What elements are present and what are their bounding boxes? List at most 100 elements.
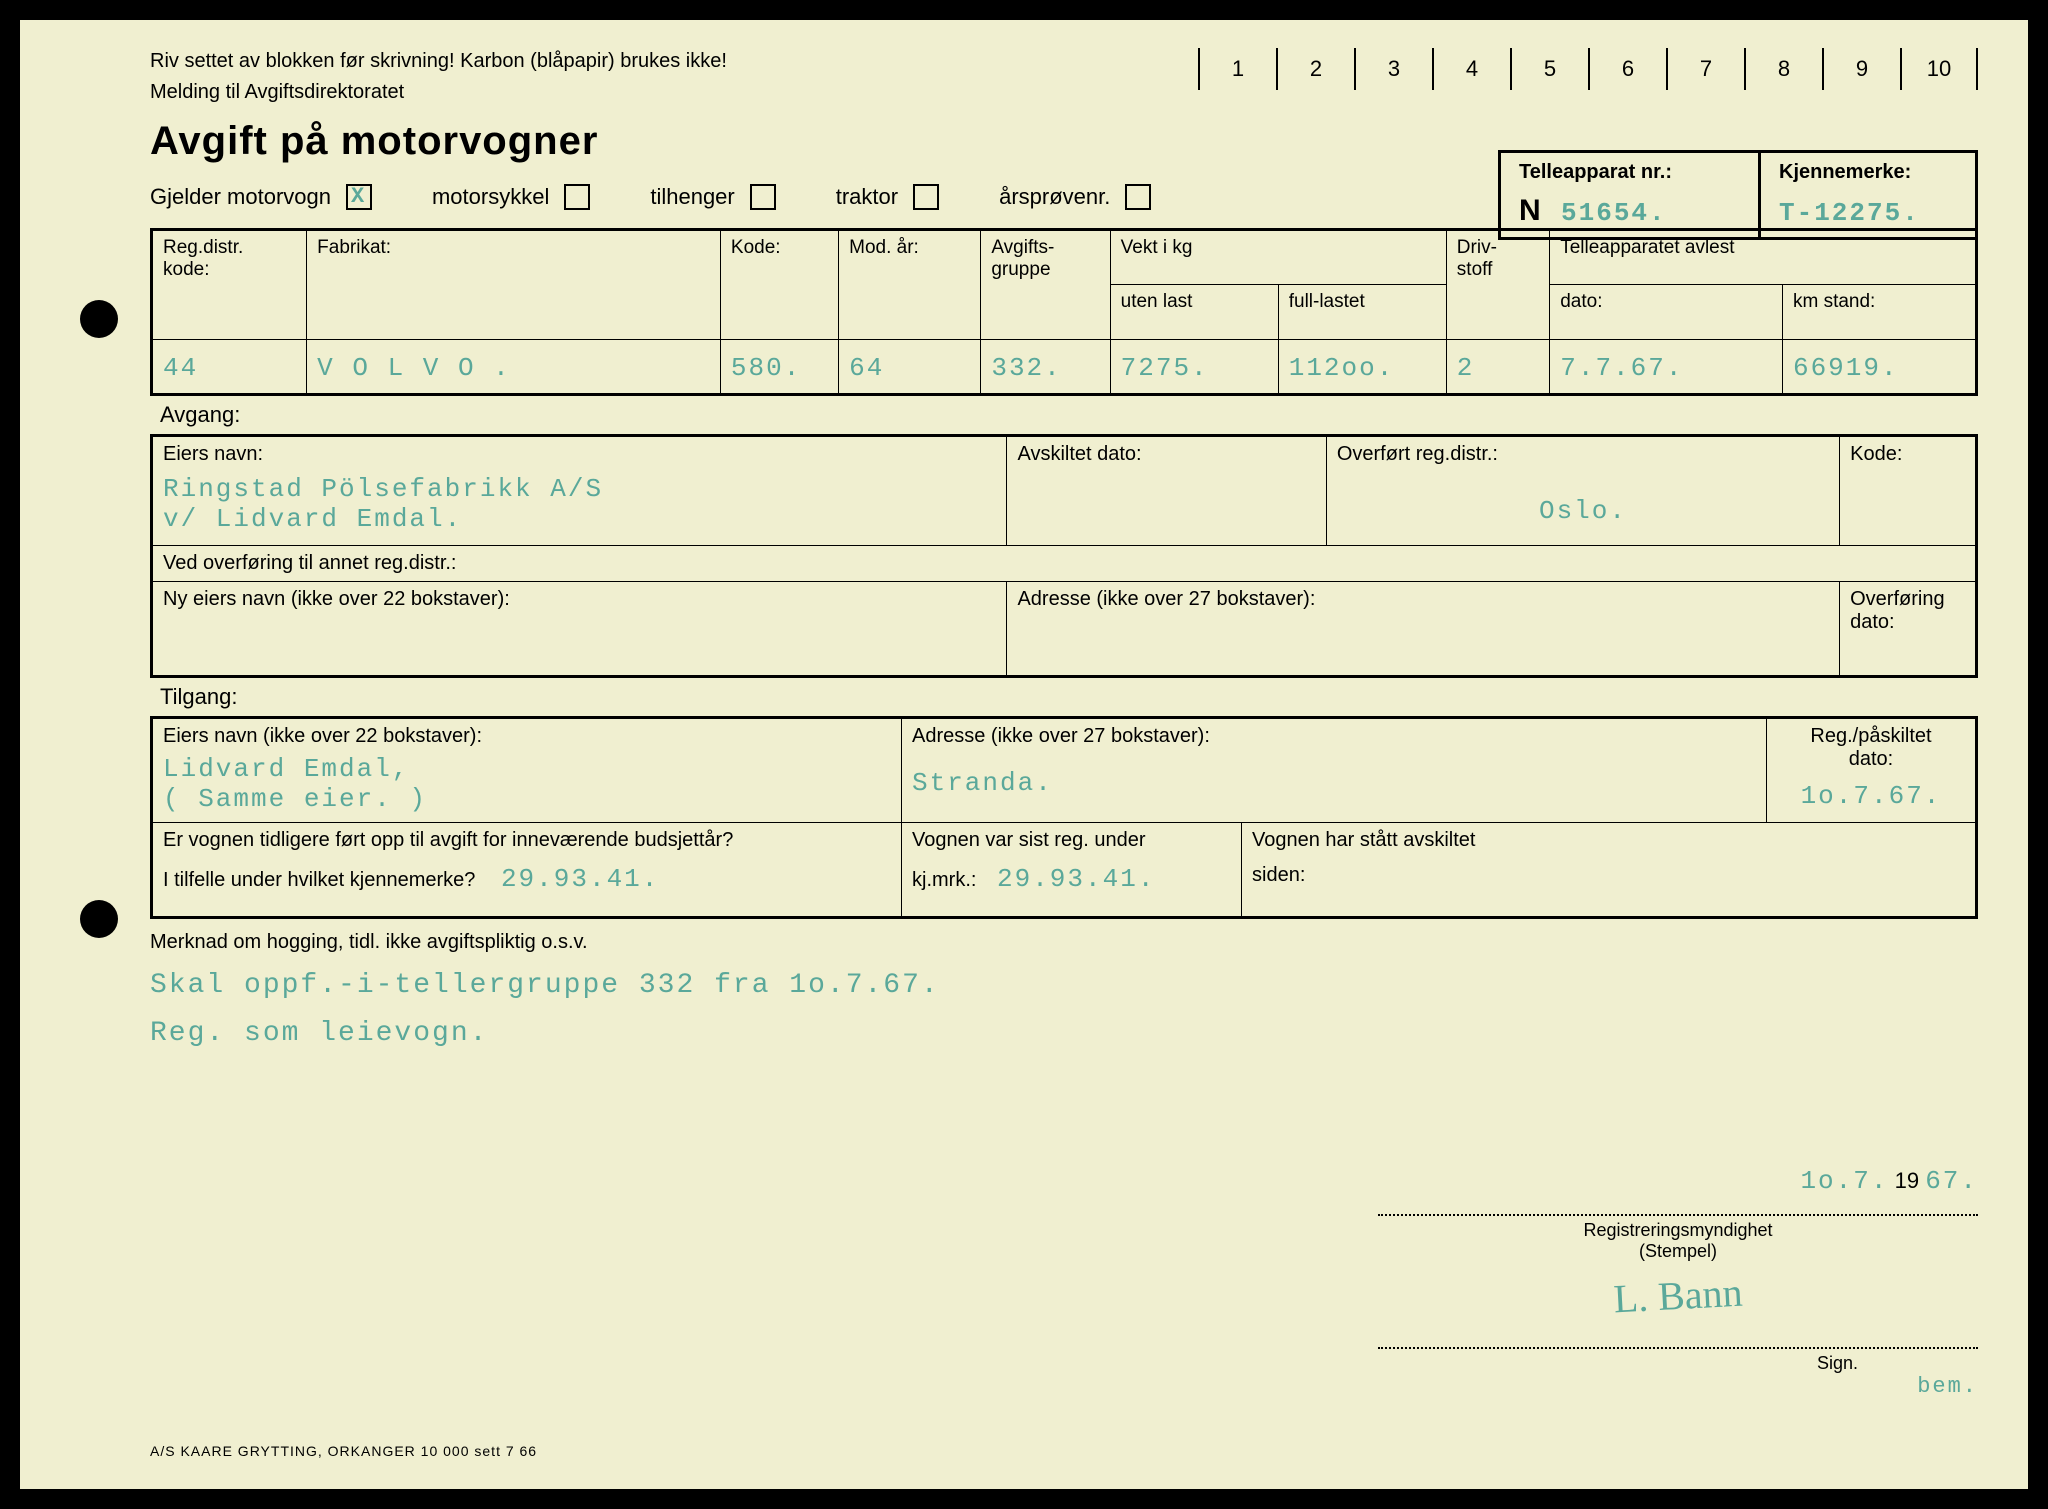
h-vekt-full: full-lastet xyxy=(1278,285,1446,340)
q2-value: 29.93.41. xyxy=(501,864,659,894)
arsprovenr-label: årsprøvenr. xyxy=(999,184,1110,210)
v-fabrikat: V O L V O . xyxy=(317,353,511,383)
tilgang-eiers-label: Eiers navn (ikke over 22 bokstaver): xyxy=(163,725,891,748)
avgang-table: Eiers navn: Ringstad Pölsefabrikk A/S v/… xyxy=(150,434,1978,678)
h-vekt-uten: uten last xyxy=(1110,285,1278,340)
ved-overforing-label: Ved overføring til annet reg.distr.: xyxy=(152,546,1977,582)
h-fabrikat: Fabrikat: xyxy=(307,230,721,340)
q4-cell: Vognen har stått avskiltet siden: xyxy=(1242,823,1977,918)
sign-label: Sign. xyxy=(1378,1353,1978,1374)
tilgang-adresse-label: Adresse (ikke over 27 bokstaver): xyxy=(912,725,1756,748)
num-box-6: 6 xyxy=(1588,48,1666,90)
avskiltet-label: Avskiltet dato: xyxy=(1017,443,1315,466)
v-kode: 580. xyxy=(731,353,801,383)
h-avgiftsgruppe: Avgifts-gruppe xyxy=(981,230,1110,340)
motorsykkel-label: motorsykkel xyxy=(432,184,549,210)
v-dato: 7.7.67. xyxy=(1560,353,1683,383)
stempel-label: (Stempel) xyxy=(1378,1241,1978,1262)
telleapparat-box: Telleapparat nr.: N 51654. xyxy=(1498,150,1758,240)
h-modar: Mod. år: xyxy=(839,230,981,340)
ny-eiers-label: Ny eiers navn (ikke over 22 bokstaver): xyxy=(163,588,996,611)
punch-hole-top xyxy=(80,300,118,338)
h-regdistr: Reg.distr.kode: xyxy=(152,230,307,340)
dotted-line-1 xyxy=(1378,1196,1978,1216)
avgang-label: Avgang: xyxy=(150,396,1978,434)
sig-date: 1o.7. 19 67. xyxy=(1378,1166,1978,1196)
eiers-navn-cell: Eiers navn: Ringstad Pölsefabrikk A/S v/… xyxy=(152,436,1007,546)
footer-text: A/S KAARE GRYTTING, ORKANGER 10 000 sett… xyxy=(150,1443,537,1459)
q3-label: Vognen var sist reg. under xyxy=(912,829,1231,852)
num-box-9: 9 xyxy=(1822,48,1900,90)
h-kmstand: km stand: xyxy=(1782,285,1976,340)
q3-value: 29.93.41. xyxy=(997,864,1155,894)
number-boxes: 1 2 3 4 5 6 7 8 9 10 xyxy=(1198,48,1978,90)
telleapparat-value: 51654. xyxy=(1561,198,1667,228)
overfort-cell: Overført reg.distr.: Oslo. xyxy=(1326,436,1839,546)
adresse-label: Adresse (ikke over 27 bokstaver): xyxy=(1017,588,1829,611)
tilgang-eiers-cell: Eiers navn (ikke over 22 bokstaver): Lid… xyxy=(152,718,902,823)
num-box-8: 8 xyxy=(1744,48,1822,90)
gjelder-label: Gjelder motorvogn xyxy=(150,184,331,210)
v-kmstand: 66919. xyxy=(1793,353,1899,383)
stamp-bem: bem. xyxy=(1378,1374,1978,1399)
v-avgiftsgruppe: 332. xyxy=(991,353,1061,383)
num-box-7: 7 xyxy=(1666,48,1744,90)
q-cell: Er vognen tidligere ført opp til avgift … xyxy=(152,823,902,918)
kjennemerke-value: T-12275. xyxy=(1779,198,1920,228)
adresse-cell: Adresse (ikke over 27 bokstaver): xyxy=(1007,582,1840,677)
overfort-value: Oslo. xyxy=(1337,496,1829,526)
signature-block: 1o.7. 19 67. Registreringsmyndighet (Ste… xyxy=(1378,1166,1978,1399)
avgang-kode-label: Kode: xyxy=(1850,443,1965,466)
tilhenger-checkbox[interactable] xyxy=(750,184,776,210)
q3-sub: kj.mrk.: xyxy=(912,869,976,891)
num-box-1: 1 xyxy=(1198,48,1276,90)
num-box-5: 5 xyxy=(1510,48,1588,90)
v-vekt-uten: 7275. xyxy=(1121,353,1209,383)
h-kode: Kode: xyxy=(720,230,838,340)
dotted-line-2 xyxy=(1378,1329,1978,1349)
num-box-2: 2 xyxy=(1276,48,1354,90)
h-dato: dato: xyxy=(1550,285,1783,340)
motorsykkel-checkbox[interactable] xyxy=(564,184,590,210)
v-vekt-full: 112oo. xyxy=(1289,353,1395,383)
tilgang-adresse-cell: Adresse (ikke over 27 bokstaver): Strand… xyxy=(902,718,1767,823)
tilgang-table: Eiers navn (ikke over 22 bokstaver): Lid… xyxy=(150,716,1978,919)
q2-label: I tilfelle under hvilket kjennemerke? xyxy=(163,869,475,891)
telleapparat-prefix: N xyxy=(1519,194,1541,227)
num-box-3: 3 xyxy=(1354,48,1432,90)
q1-label: Er vognen tidligere ført opp til avgift … xyxy=(163,829,891,852)
top-right-boxes: Telleapparat nr.: N 51654. Kjennemerke: … xyxy=(1498,150,1978,240)
kjennemerke-box: Kjennemerke: T-12275. xyxy=(1758,150,1978,240)
sig-date-year: 67. xyxy=(1925,1166,1978,1196)
vehicle-data-table: Reg.distr.kode: Fabrikat: Kode: Mod. år:… xyxy=(150,228,1978,396)
signature: L. Bann xyxy=(1377,1256,1979,1334)
q4-label: Vognen har stått avskiltet xyxy=(1252,829,1965,852)
q4-sub: siden: xyxy=(1252,864,1965,887)
overforing-dato-label: Overføring dato: xyxy=(1850,588,1965,634)
arsprovenr-checkbox[interactable] xyxy=(1125,184,1151,210)
merknad-section: Merknad om hogging, tidl. ikke avgiftspl… xyxy=(150,931,1978,1057)
tilhenger-label: tilhenger xyxy=(650,184,734,210)
reg-dato-value: 1o.7.67. xyxy=(1777,781,1965,811)
ny-eiers-cell: Ny eiers navn (ikke over 22 bokstaver): xyxy=(152,582,1007,677)
telleapparat-label: Telleapparat nr.: xyxy=(1519,161,1740,184)
q3-cell: Vognen var sist reg. under kj.mrk.: 29.9… xyxy=(902,823,1242,918)
traktor-label: traktor xyxy=(836,184,898,210)
tilgang-adresse-value: Stranda. xyxy=(912,768,1756,798)
kjennemerke-label: Kjennemerke: xyxy=(1779,161,1957,184)
num-box-10: 10 xyxy=(1900,48,1978,90)
avgang-kode-cell: Kode: xyxy=(1840,436,1977,546)
v-regdistr: 44 xyxy=(163,353,198,383)
form-page: Riv settet av blokken før skrivning! Kar… xyxy=(20,20,2028,1489)
traktor-checkbox[interactable] xyxy=(913,184,939,210)
tilgang-label: Tilgang: xyxy=(150,678,1978,716)
punch-hole-bottom xyxy=(80,900,118,938)
avskiltet-cell: Avskiltet dato: xyxy=(1007,436,1326,546)
sig-date-year-prefix: 19 xyxy=(1895,1168,1919,1193)
v-drivstoff: 2 xyxy=(1457,353,1475,383)
motorvogn-checkbox[interactable] xyxy=(346,184,372,210)
v-modar: 64 xyxy=(849,353,884,383)
eiers-navn-value: Ringstad Pölsefabrikk A/S v/ Lidvard Emd… xyxy=(163,474,996,534)
h-vekt: Vekt i kg xyxy=(1110,230,1446,285)
sig-date-prefix: 1o.7. xyxy=(1800,1166,1888,1196)
